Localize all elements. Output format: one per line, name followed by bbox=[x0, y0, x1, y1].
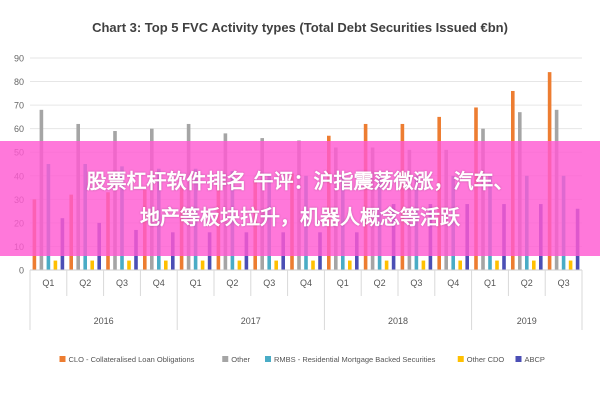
bar bbox=[458, 260, 462, 270]
bar bbox=[164, 260, 168, 270]
y-tick-label: 0 bbox=[19, 266, 24, 276]
bar bbox=[495, 260, 499, 270]
bar bbox=[348, 260, 352, 270]
bar bbox=[568, 260, 573, 270]
x-tick-label: Q3 bbox=[116, 278, 128, 288]
bar bbox=[127, 260, 131, 270]
legend-swatch bbox=[457, 356, 464, 362]
x-tick-label: Q3 bbox=[558, 278, 570, 288]
legend-label: Other CDO bbox=[467, 355, 505, 364]
legend: CLO - Collateralised Loan Obligations Oth… bbox=[59, 355, 545, 364]
chart-title: Chart 3: Top 5 FVC Activity types (Total… bbox=[92, 20, 508, 35]
x-tick-label: Q2 bbox=[79, 278, 91, 288]
x-tick-label: Q3 bbox=[410, 278, 422, 288]
legend-swatch bbox=[515, 356, 522, 362]
x-tick-label: Q4 bbox=[447, 278, 459, 288]
bar bbox=[200, 260, 205, 270]
legend-swatch bbox=[265, 356, 271, 362]
legend-label: RMBS - Residential Mortgage Backed Secur… bbox=[274, 355, 436, 364]
x-tick-label: Q1 bbox=[42, 278, 54, 288]
bar bbox=[237, 260, 242, 270]
x-tick-label: Q2 bbox=[521, 278, 533, 288]
bar bbox=[53, 260, 58, 270]
group-label: 2019 bbox=[517, 316, 537, 326]
bar bbox=[90, 260, 94, 270]
legend-swatch bbox=[59, 356, 66, 362]
legend-label: Other bbox=[231, 355, 250, 364]
legend-swatch bbox=[222, 356, 229, 362]
overlay-banner: 股票杠杆软件排名 午评：沪指震荡微涨，汽车、 地产等板块拉升，机器人概念等活跃 bbox=[0, 141, 600, 256]
x-tick-label: Q2 bbox=[226, 278, 238, 288]
y-tick-label: 60 bbox=[14, 124, 24, 134]
group-label: 2016 bbox=[94, 316, 114, 326]
x-tick-label: Q2 bbox=[374, 278, 386, 288]
y-tick-label: 90 bbox=[14, 54, 24, 64]
bar bbox=[384, 260, 389, 270]
overlay-headline-line-1: 股票杠杆软件排名 午评：沪指震荡微涨，汽车、 bbox=[86, 168, 514, 193]
bar bbox=[421, 260, 426, 270]
x-tick-label: Q1 bbox=[484, 278, 496, 288]
x-tick-label: Q1 bbox=[190, 278, 202, 288]
legend-label: CLO - Collateralised Loan Obligations bbox=[69, 355, 195, 364]
y-tick-label: 80 bbox=[14, 77, 24, 87]
bar bbox=[311, 260, 315, 270]
bar bbox=[532, 260, 536, 270]
x-tick-label: Q4 bbox=[153, 278, 165, 288]
group-label: 2018 bbox=[388, 316, 408, 326]
x-tick-label: Q3 bbox=[263, 278, 275, 288]
x-tick-label: Q1 bbox=[337, 278, 349, 288]
bar bbox=[274, 260, 278, 270]
x-tick-label: Q4 bbox=[300, 278, 312, 288]
legend-label: ABCP bbox=[525, 355, 545, 364]
overlay-headline-line-2: 地产等板块拉升，机器人概念等活跃 bbox=[140, 204, 460, 229]
y-tick-label: 70 bbox=[14, 101, 24, 111]
group-label: 2017 bbox=[241, 316, 261, 326]
